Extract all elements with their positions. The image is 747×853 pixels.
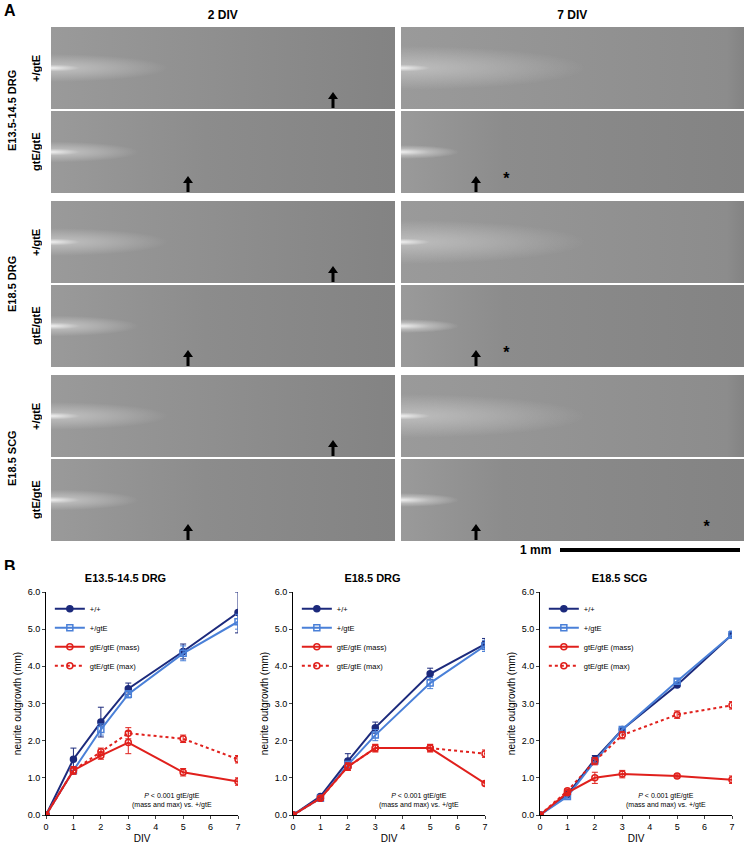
html-text:E18.5 DRG: E18.5 DRG bbox=[6, 255, 18, 313]
svg-text:7: 7 bbox=[235, 822, 240, 832]
svg-text:2.0: 2.0 bbox=[275, 736, 288, 746]
svg-text:1.0: 1.0 bbox=[522, 773, 535, 783]
svg-text:1.0: 1.0 bbox=[28, 773, 41, 783]
svg-text:3: 3 bbox=[126, 822, 131, 832]
svg-text:gtE/gtE (max): gtE/gtE (max) bbox=[584, 662, 630, 671]
svg-text:1: 1 bbox=[318, 822, 323, 832]
html-text:A: A bbox=[4, 2, 16, 19]
html-text:+/gtE: +/gtE bbox=[30, 54, 42, 82]
svg-text:+/+: +/+ bbox=[90, 605, 101, 614]
svg-text:DIV: DIV bbox=[134, 833, 151, 844]
svg-text:3.0: 3.0 bbox=[522, 699, 535, 709]
html-text:2 DIV: 2 DIV bbox=[207, 8, 238, 22]
svg-text:5.0: 5.0 bbox=[522, 624, 535, 634]
svg-text:4: 4 bbox=[153, 822, 158, 832]
svg-text:0.0: 0.0 bbox=[28, 810, 41, 820]
svg-text:3: 3 bbox=[373, 822, 378, 832]
svg-text:0: 0 bbox=[537, 822, 542, 832]
svg-text:0.0: 0.0 bbox=[522, 810, 535, 820]
svg-text:+/gtE: +/gtE bbox=[90, 624, 108, 633]
svg-text:2: 2 bbox=[98, 822, 103, 832]
svg-text:6.0: 6.0 bbox=[28, 587, 41, 597]
svg-text:5: 5 bbox=[428, 822, 433, 832]
svg-text:0.0: 0.0 bbox=[275, 810, 288, 820]
svg-text:4: 4 bbox=[400, 822, 405, 832]
html-text:gtE/gtE: gtE/gtE bbox=[30, 306, 42, 346]
svg-text:1: 1 bbox=[71, 822, 76, 832]
svg-text:7: 7 bbox=[729, 822, 734, 832]
svg-text:gtE/gtE (mass): gtE/gtE (mass) bbox=[90, 643, 140, 652]
html-text:E18.5 SCG: E18.5 SCG bbox=[6, 430, 18, 486]
svg-text:3: 3 bbox=[620, 822, 625, 832]
svg-text:+/+: +/+ bbox=[337, 605, 348, 614]
svg-text:6: 6 bbox=[455, 822, 460, 832]
svg-text:0: 0 bbox=[290, 822, 295, 832]
svg-text:gtE/gtE (max): gtE/gtE (max) bbox=[337, 662, 383, 671]
svg-text:+/gtE: +/gtE bbox=[337, 624, 355, 633]
svg-text:gtE/gtE (mass): gtE/gtE (mass) bbox=[584, 643, 634, 652]
html-text:1 mm: 1 mm bbox=[520, 543, 552, 557]
html-text:gtE/gtE: gtE/gtE bbox=[30, 480, 42, 520]
svg-text:2: 2 bbox=[592, 822, 597, 832]
svg-text:DIV: DIV bbox=[628, 833, 645, 844]
svg-text:E13.5-14.5 DRG: E13.5-14.5 DRG bbox=[85, 572, 166, 584]
svg-text:6.0: 6.0 bbox=[275, 587, 288, 597]
svg-text:2: 2 bbox=[345, 822, 350, 832]
html-text:gtE/gtE: gtE/gtE bbox=[30, 132, 42, 172]
svg-text:2.0: 2.0 bbox=[28, 736, 41, 746]
svg-text:6: 6 bbox=[208, 822, 213, 832]
svg-text:+/gtE: +/gtE bbox=[584, 624, 602, 633]
svg-text:5.0: 5.0 bbox=[28, 624, 41, 634]
svg-text:7: 7 bbox=[482, 822, 487, 832]
html-text:7 DIV: 7 DIV bbox=[557, 8, 588, 22]
svg-text:6.0: 6.0 bbox=[522, 587, 535, 597]
svg-text:E18.5 DRG: E18.5 DRG bbox=[344, 572, 400, 584]
html-text:+/gtE: +/gtE bbox=[30, 228, 42, 256]
svg-text:1.0: 1.0 bbox=[275, 773, 288, 783]
svg-text:5: 5 bbox=[675, 822, 680, 832]
svg-text:5.0: 5.0 bbox=[275, 624, 288, 634]
svg-text:E18.5 SCG: E18.5 SCG bbox=[592, 572, 648, 584]
svg-text:P < 0.001 gtE/gtE(mass and max: P < 0.001 gtE/gtE(mass and max) vs. +/gt… bbox=[132, 792, 212, 809]
svg-text:1: 1 bbox=[565, 822, 570, 832]
svg-text:5: 5 bbox=[181, 822, 186, 832]
svg-text:neurite outgrowth (mm): neurite outgrowth (mm) bbox=[506, 652, 517, 755]
svg-text:4.0: 4.0 bbox=[28, 661, 41, 671]
svg-text:gtE/gtE (mass): gtE/gtE (mass) bbox=[337, 643, 387, 652]
svg-text:+/+: +/+ bbox=[584, 605, 595, 614]
svg-text:DIV: DIV bbox=[381, 833, 398, 844]
svg-text:gtE/gtE (max): gtE/gtE (max) bbox=[90, 662, 136, 671]
svg-text:6: 6 bbox=[702, 822, 707, 832]
svg-text:2.0: 2.0 bbox=[522, 736, 535, 746]
svg-text:4.0: 4.0 bbox=[275, 661, 288, 671]
html-text:B: B bbox=[4, 558, 16, 575]
svg-text:P < 0.001 gtE/gtE(mass and max: P < 0.001 gtE/gtE(mass and max) vs. +/gt… bbox=[626, 792, 706, 809]
svg-text:3.0: 3.0 bbox=[275, 699, 288, 709]
svg-text:neurite outgrowth (mm): neurite outgrowth (mm) bbox=[12, 652, 23, 755]
svg-text:P < 0.001 gtE/gtE(mass and max: P < 0.001 gtE/gtE(mass and max) vs. +/gt… bbox=[379, 792, 459, 809]
html-text:+/gtE: +/gtE bbox=[30, 402, 42, 430]
svg-text:4.0: 4.0 bbox=[522, 661, 535, 671]
svg-text:4: 4 bbox=[647, 822, 652, 832]
svg-text:neurite outgrowth (mm): neurite outgrowth (mm) bbox=[259, 652, 270, 755]
svg-text:0: 0 bbox=[43, 822, 48, 832]
svg-text:3.0: 3.0 bbox=[28, 699, 41, 709]
html-text:E13.5-14.5 DRG: E13.5-14.5 DRG bbox=[6, 69, 18, 151]
